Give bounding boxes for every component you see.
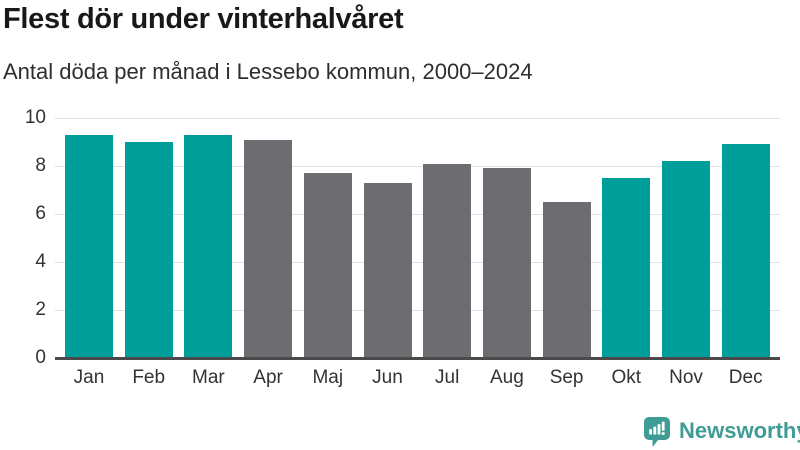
bar-nov [662, 161, 710, 358]
x-tick-label-jul: Jul [435, 367, 460, 388]
bar-mar [184, 135, 233, 358]
bar-okt [602, 178, 651, 358]
bar-aug [482, 168, 531, 358]
y-tick-label-0: 0 [35, 347, 46, 368]
x-tick-label-feb: Feb [132, 367, 166, 388]
newsworthy-brand-text: Newsworthy [679, 418, 800, 443]
chart-subtitle: Antal döda per månad i Lessebo kommun, 2… [3, 59, 533, 84]
y-tick-label-10: 10 [24, 107, 46, 128]
x-tick-label-nov: Nov [669, 367, 703, 388]
newsworthy-speech-bubble-barchart-icon [644, 417, 670, 446]
newsworthy-logo[interactable]: Newsworthy [644, 417, 800, 448]
bar-jun [363, 183, 412, 358]
gridline-y-2 [55, 310, 780, 311]
x-axis-line [55, 357, 780, 360]
x-tick-label-sep: Sep [549, 367, 584, 388]
x-tick-label-apr: Apr [253, 367, 283, 388]
bar-jan [65, 135, 113, 358]
y-tick-label-8: 8 [35, 155, 46, 176]
gridline-y-4 [55, 262, 780, 263]
bar-sep [542, 202, 591, 358]
bar-maj [303, 173, 352, 358]
chart-title: Flest dör under vinterhalvåret [3, 3, 404, 35]
x-tick-label-aug: Aug [489, 367, 524, 388]
x-tick-label-maj: Maj [312, 367, 344, 388]
x-tick-label-jan: Jan [73, 367, 105, 388]
x-tick-label-mar: Mar [192, 367, 225, 388]
bar-feb [124, 142, 173, 358]
x-tick-label-jun: Jun [372, 367, 403, 388]
bar-apr [244, 140, 293, 358]
bar-jul [423, 164, 472, 358]
gridline-y-8 [55, 166, 780, 167]
bar-dec [721, 144, 770, 358]
y-tick-label-6: 6 [35, 203, 46, 224]
gridline-y-10 [55, 118, 780, 119]
gridline-y-6 [55, 214, 780, 215]
x-tick-label-okt: Okt [611, 367, 642, 388]
x-tick-label-dec: Dec [728, 367, 763, 388]
y-tick-label-4: 4 [35, 251, 46, 272]
y-tick-label-2: 2 [35, 299, 46, 320]
